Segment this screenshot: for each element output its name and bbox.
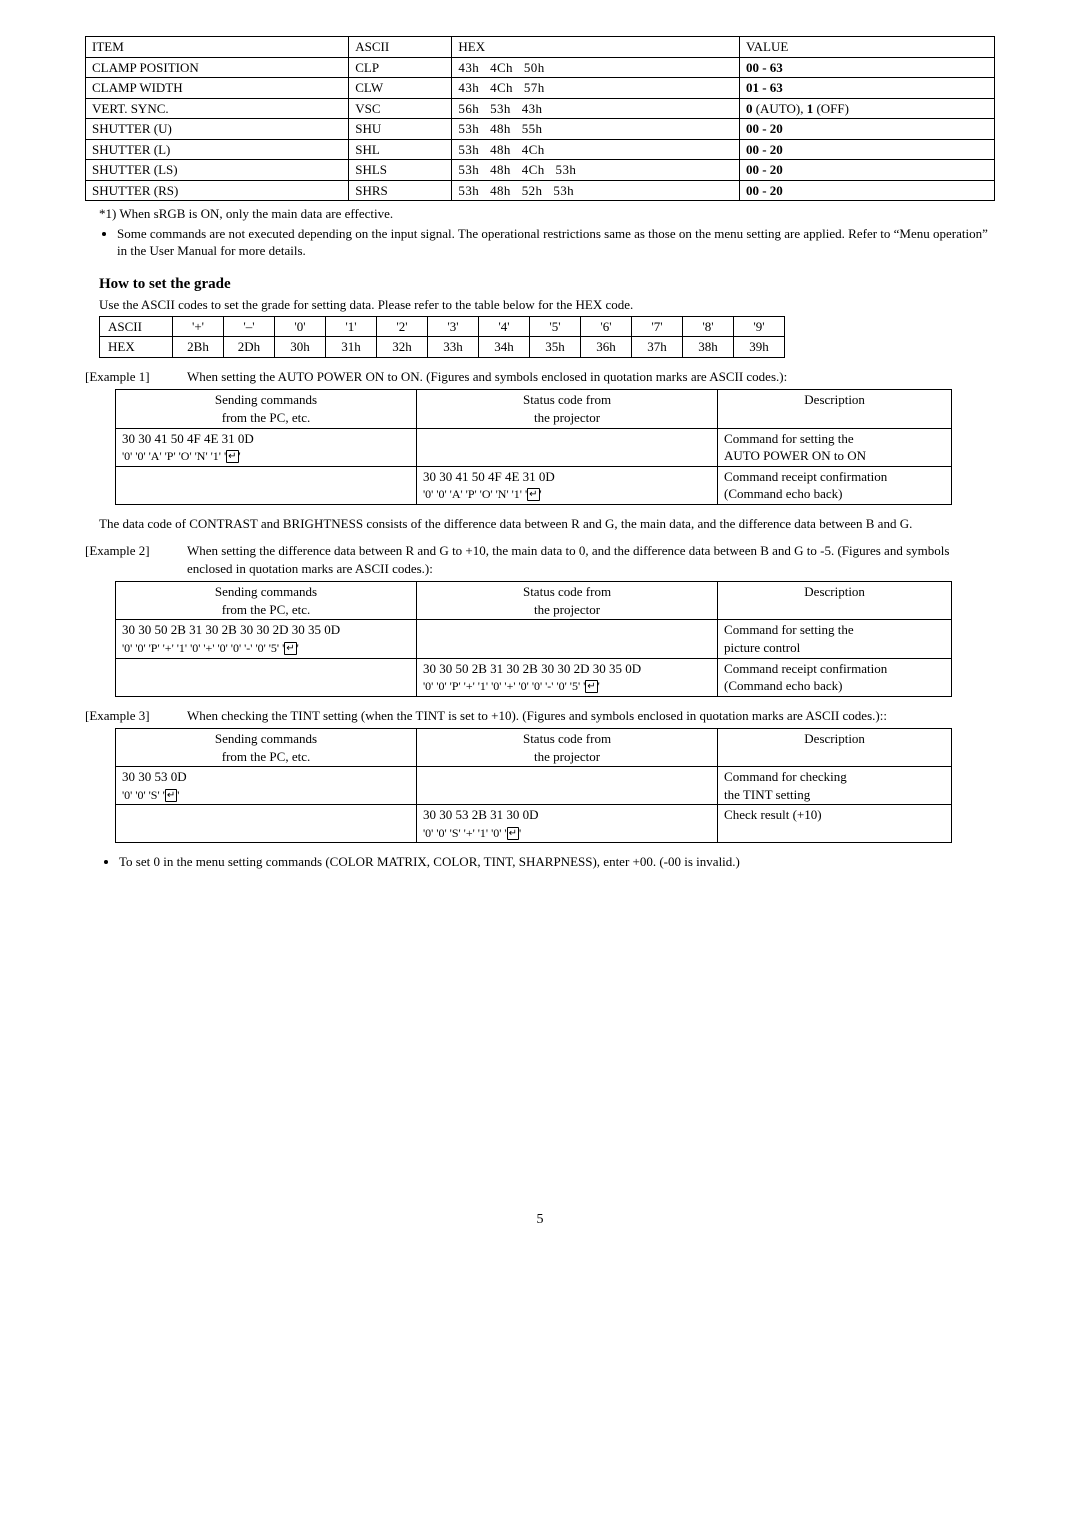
- enter-icon: ↵: [527, 488, 539, 501]
- column-header: Status code fromthe projector: [417, 582, 718, 620]
- heading-how-to-set-grade: How to set the grade: [99, 274, 995, 294]
- page-number: 5: [85, 1211, 995, 1230]
- column-header: Sending commandsfrom the PC, etc.: [116, 390, 417, 428]
- table-row: 30 30 53 0D'0' '0' 'S' '↵'Command for ch…: [116, 767, 952, 805]
- enter-icon: ↵: [284, 642, 296, 655]
- ascii-cell: '–': [224, 316, 275, 337]
- table-footnotes: *1) When sRGB is ON, only the main data …: [99, 205, 995, 260]
- hex-cell: 37h: [632, 337, 683, 358]
- item-ascii-hex-value-table: ITEMASCIIHEXVALUE CLAMP POSITIONCLP43h 4…: [85, 36, 995, 201]
- ascii-cell: '1': [326, 316, 377, 337]
- hex-cell: 32h: [377, 337, 428, 358]
- table-row: SHUTTER (RS)SHRS53h 48h 52h 53h00 - 20: [86, 180, 995, 201]
- row-label: ASCII: [100, 316, 173, 337]
- ascii-cell: '6': [581, 316, 632, 337]
- ascii-cell: '9': [734, 316, 785, 337]
- column-header: ASCII: [349, 37, 452, 58]
- ascii-cell: '3': [428, 316, 479, 337]
- table-row: SHUTTER (U)SHU53h 48h 55h00 - 20: [86, 119, 995, 140]
- row-label: HEX: [100, 337, 173, 358]
- example-3-label: [Example 3]: [85, 707, 187, 725]
- ascii-hex-grade-table: ASCII'+''–''0''1''2''3''4''5''6''7''8''9…: [99, 316, 785, 358]
- table-row: 30 30 41 50 4F 4E 31 0D'0' '0' 'A' 'P' '…: [116, 428, 952, 466]
- hex-cell: 34h: [479, 337, 530, 358]
- table-row: CLAMP POSITIONCLP43h 4Ch 50h00 - 63: [86, 57, 995, 78]
- hex-cell: 39h: [734, 337, 785, 358]
- example-3-intro: [Example 3] When checking the TINT setti…: [85, 707, 995, 725]
- column-header: Description: [718, 582, 952, 620]
- column-header: Status code fromthe projector: [417, 729, 718, 767]
- ascii-cell: '8': [683, 316, 734, 337]
- ascii-cell: '+': [173, 316, 224, 337]
- column-header: Description: [718, 390, 952, 428]
- ascii-cell: '7': [632, 316, 683, 337]
- column-header: VALUE: [739, 37, 994, 58]
- column-header: ITEM: [86, 37, 349, 58]
- column-header: Sending commandsfrom the PC, etc.: [116, 582, 417, 620]
- enter-icon: ↵: [165, 789, 177, 802]
- final-notes-list: To set 0 in the menu setting commands (C…: [119, 853, 995, 871]
- table-row: CLAMP WIDTHCLW43h 4Ch 57h01 - 63: [86, 78, 995, 99]
- example-1-text: When setting the AUTO POWER ON to ON. (F…: [187, 368, 995, 386]
- ascii-cell: '0': [275, 316, 326, 337]
- table-row: 30 30 50 2B 31 30 2B 30 30 2D 30 35 0D'0…: [116, 658, 952, 696]
- table-row: 30 30 53 2B 31 30 0D'0' '0' 'S' '+' '1' …: [116, 805, 952, 843]
- column-header: Status code fromthe projector: [417, 390, 718, 428]
- example-3-table: Sending commandsfrom the PC, etc.Status …: [115, 728, 952, 843]
- contrast-brightness-paragraph: The data code of CONTRAST and BRIGHTNESS…: [99, 515, 981, 533]
- enter-icon: ↵: [226, 450, 238, 463]
- hex-cell: 31h: [326, 337, 377, 358]
- grade-intro-text: Use the ASCII codes to set the grade for…: [99, 296, 995, 314]
- example-2-label: [Example 2]: [85, 542, 187, 577]
- example-3-text: When checking the TINT setting (when the…: [187, 707, 995, 725]
- table-row: VERT. SYNC.VSC56h 53h 43h0 (AUTO), 1 (OF…: [86, 98, 995, 119]
- final-note-bullet: To set 0 in the menu setting commands (C…: [119, 853, 995, 871]
- hex-cell: 2Bh: [173, 337, 224, 358]
- example-1-table: Sending commandsfrom the PC, etc.Status …: [115, 389, 952, 504]
- example-2-intro: [Example 2] When setting the difference …: [85, 542, 995, 577]
- example-2-table: Sending commandsfrom the PC, etc.Status …: [115, 581, 952, 696]
- hex-cell: 2Dh: [224, 337, 275, 358]
- enter-icon: ↵: [585, 680, 597, 693]
- example-1-intro: [Example 1] When setting the AUTO POWER …: [85, 368, 995, 386]
- hex-cell: 33h: [428, 337, 479, 358]
- hex-cell: 30h: [275, 337, 326, 358]
- ascii-cell: '2': [377, 316, 428, 337]
- table-row: 30 30 41 50 4F 4E 31 0D'0' '0' 'A' 'P' '…: [116, 466, 952, 504]
- column-header: Description: [718, 729, 952, 767]
- table-row: 30 30 50 2B 31 30 2B 30 30 2D 30 35 0D'0…: [116, 620, 952, 658]
- example-2-text: When setting the difference data between…: [187, 542, 995, 577]
- enter-icon: ↵: [507, 827, 519, 840]
- column-header: HEX: [452, 37, 740, 58]
- footnote-star: *1) When sRGB is ON, only the main data …: [99, 205, 995, 223]
- ascii-cell: '5': [530, 316, 581, 337]
- column-header: Sending commandsfrom the PC, etc.: [116, 729, 417, 767]
- example-1-label: [Example 1]: [85, 368, 187, 386]
- hex-cell: 35h: [530, 337, 581, 358]
- table-row: SHUTTER (LS)SHLS53h 48h 4Ch 53h00 - 20: [86, 160, 995, 181]
- ascii-cell: '4': [479, 316, 530, 337]
- footnote-bullet: Some commands are not executed depending…: [117, 225, 995, 260]
- table-row: SHUTTER (L)SHL53h 48h 4Ch00 - 20: [86, 139, 995, 160]
- hex-cell: 36h: [581, 337, 632, 358]
- hex-cell: 38h: [683, 337, 734, 358]
